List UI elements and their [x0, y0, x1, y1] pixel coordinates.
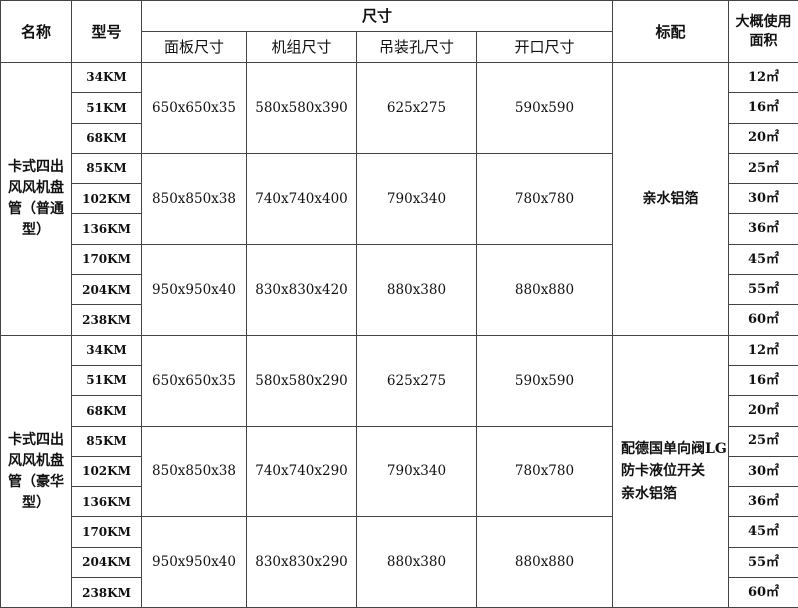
header-unit-size: 机组尺寸	[246, 31, 357, 63]
table-row: 85KM 850x850x38 740x740x400 790x340 780x780 2…	[1, 152, 798, 245]
area-cell: 36㎡	[728, 486, 798, 518]
panel-size-cell: 950x950x40	[141, 516, 247, 608]
product-name-cell: 卡式四出风风机盘管（普通型）	[0, 62, 72, 336]
area-cell: 45㎡	[728, 516, 798, 548]
hanging-size-cell: 625x275	[356, 334, 477, 427]
model-cell: 51KM	[71, 92, 142, 124]
table-body: 卡式四出风风机盘管（普通型） 34KM 650x650x35 580x580x390 6…	[0, 61, 798, 608]
area-cell: 16㎡	[728, 364, 798, 397]
model-cell: 136KM	[71, 486, 142, 518]
model-cell: 170KM	[71, 243, 142, 276]
model-cell: 238KM	[71, 577, 142, 608]
table-row: 85KM 850x850x38 740x740x290 790x340 780x780 2…	[1, 425, 798, 518]
model-cell: 34KM	[71, 334, 142, 366]
table-row: 卡式四出风风机盘管（普通型） 34KM 650x650x35 580x580x390 6…	[0, 61, 798, 336]
header-opening-size: 开口尺寸	[475, 31, 614, 63]
model-cell: 136KM	[71, 213, 142, 245]
area-cell: 60㎡	[728, 577, 798, 608]
model-cell: 68KM	[71, 122, 142, 154]
model-cell: 68KM	[71, 395, 142, 427]
header-model: 型号	[71, 0, 142, 63]
table-row: 170KM 950x950x40 830x830x420 880x380 880x880…	[1, 243, 798, 336]
area-cell: 12㎡	[728, 334, 798, 366]
panel-size-cell: 650x650x35	[141, 334, 247, 427]
area-cell: 20㎡	[728, 395, 798, 427]
unit-size-cell: 580x580x290	[246, 334, 357, 427]
unit-size-cell: 740x740x400	[246, 152, 357, 245]
model-cell: 102KM	[71, 183, 142, 215]
header-panel-size: 面板尺寸	[141, 31, 247, 63]
opening-size-cell: 590x590	[475, 334, 614, 427]
standard-config-cell: 配德国单向阀LG防卡液位开关 亲水铝箔	[612, 334, 730, 608]
area-cell: 16㎡	[728, 92, 798, 124]
panel-size-cell: 950x950x40	[141, 243, 247, 336]
area-cell: 12㎡	[728, 61, 798, 94]
opening-size-cell: 780x780	[475, 425, 614, 518]
area-cell: 45㎡	[728, 243, 798, 276]
model-cell: 204KM	[71, 274, 142, 306]
panel-size-cell: 850x850x38	[141, 425, 247, 518]
unit-size-cell: 580x580x390	[246, 62, 357, 154]
header-size: 尺寸	[140, 0, 614, 32]
standard-config-cell: 亲水铝箔	[612, 62, 730, 336]
area-cell: 60㎡	[728, 304, 798, 336]
model-cell: 51KM	[71, 364, 142, 397]
area-cell: 25㎡	[728, 152, 798, 185]
hanging-size-cell: 790x340	[356, 152, 477, 245]
area-cell: 30㎡	[728, 455, 798, 488]
table-row: 238KM 60㎡	[1, 304, 798, 336]
unit-size-cell: 830x830x290	[246, 516, 357, 608]
hanging-size-cell: 790x340	[356, 425, 477, 518]
opening-size-cell: 880x880	[475, 516, 614, 608]
opening-size-cell: 780x780	[475, 152, 614, 245]
model-cell: 238KM	[71, 304, 142, 336]
area-cell: 30㎡	[728, 183, 798, 215]
hanging-size-cell: 880x380	[356, 516, 477, 608]
table-row: 51KM 16㎡	[1, 92, 798, 124]
table-row: 170KM 950x950x40 830x830x290 880x380 880x880…	[1, 516, 798, 608]
model-cell: 85KM	[71, 425, 142, 457]
table-row: 102KM 30㎡	[1, 183, 798, 215]
unit-size-cell: 740x740x290	[246, 425, 357, 518]
model-cell: 170KM	[71, 516, 142, 548]
area-cell: 36㎡	[728, 213, 798, 245]
header-name: 名称	[0, 0, 72, 63]
hanging-size-cell: 880x380	[356, 243, 477, 336]
table-row: 204KM 55㎡	[1, 546, 798, 579]
hanging-size-cell: 625x275	[356, 62, 477, 154]
model-cell: 85KM	[71, 152, 142, 185]
header-area: 大概使用面积	[728, 0, 798, 63]
table-row: 204KM 55㎡	[1, 274, 798, 306]
header-standard: 标配	[612, 0, 730, 63]
panel-size-cell: 850x850x38	[141, 152, 247, 245]
area-cell: 55㎡	[728, 546, 798, 579]
area-cell: 55㎡	[728, 274, 798, 306]
model-cell: 34KM	[71, 61, 142, 94]
opening-size-cell: 590x590	[475, 62, 614, 154]
table-row: 68KM 20㎡	[1, 122, 798, 154]
header-hanging-hole-size: 吊装孔尺寸	[356, 31, 477, 63]
table-row: 136KM 36㎡	[1, 213, 798, 245]
model-cell: 102KM	[71, 455, 142, 488]
opening-size-cell: 880x880	[475, 243, 614, 336]
table-row: 卡式四出风风机盘管（豪华型） 34KM 650x650x35 580x580x290 6…	[0, 334, 798, 608]
table-row: 238KM 60㎡	[1, 577, 798, 608]
table-row: 68KM 20㎡	[1, 395, 798, 427]
area-cell: 20㎡	[728, 122, 798, 154]
product-name-cell: 卡式四出风风机盘管（豪华型）	[0, 334, 72, 608]
unit-size-cell: 830x830x420	[246, 243, 357, 336]
table-row: 51KM 16㎡	[1, 364, 798, 397]
panel-size-cell: 650x650x35	[141, 62, 247, 154]
area-cell: 25㎡	[728, 425, 798, 457]
model-cell: 204KM	[71, 546, 142, 579]
